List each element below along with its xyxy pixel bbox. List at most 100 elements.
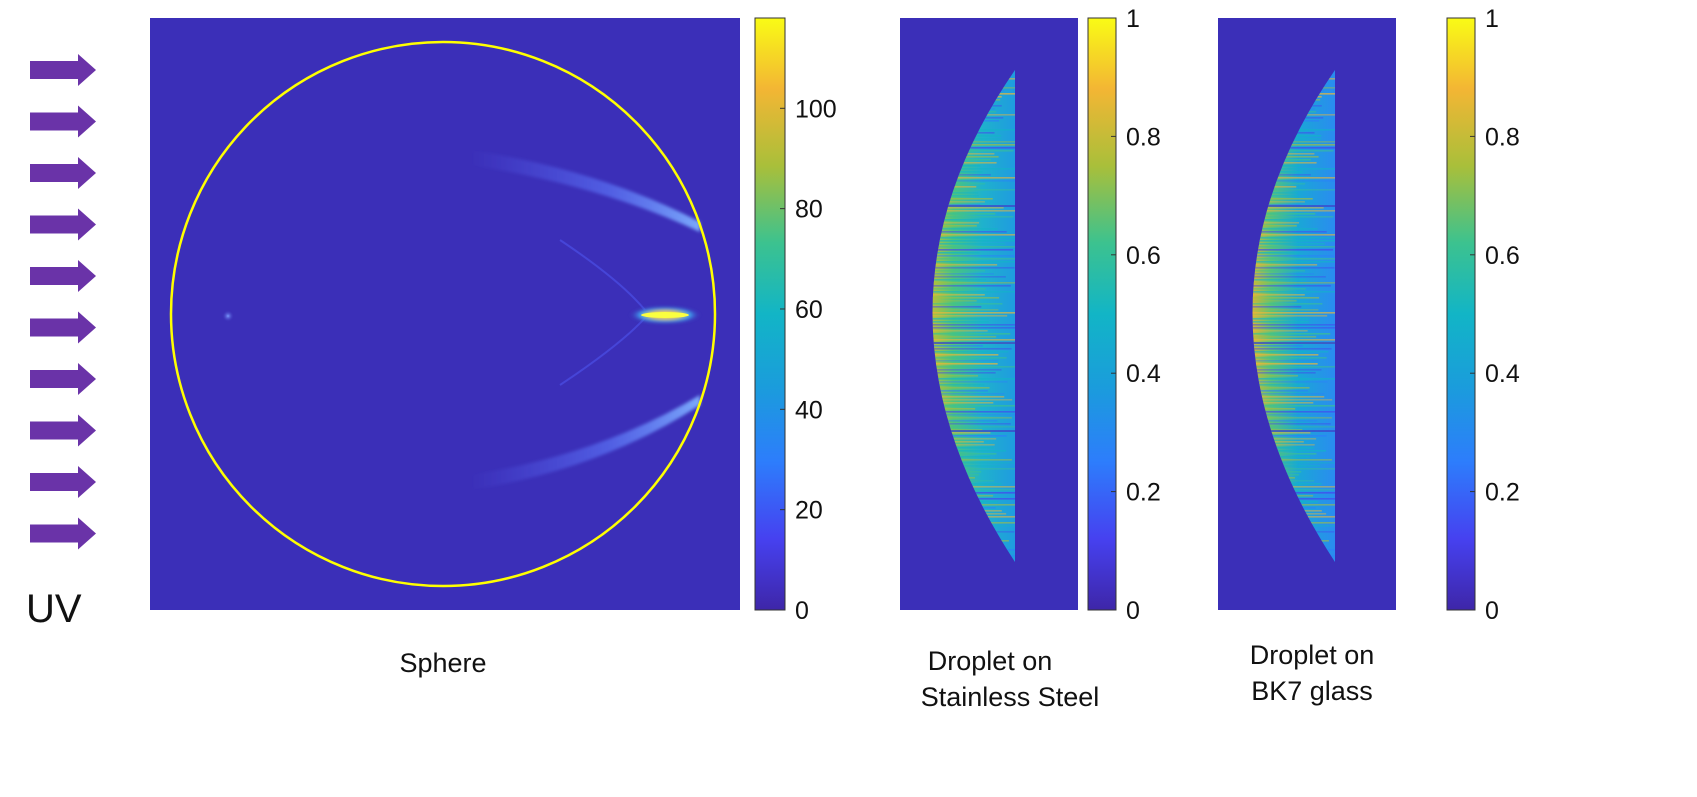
streak-line bbox=[932, 205, 1015, 207]
streak bbox=[1252, 453, 1317, 455]
streak bbox=[932, 279, 987, 281]
streak bbox=[1252, 360, 1319, 362]
inner-caustic-upper bbox=[559, 239, 646, 311]
streak bbox=[932, 450, 1006, 452]
streak bbox=[1252, 288, 1306, 290]
streak bbox=[1252, 261, 1335, 263]
streak bbox=[932, 396, 1005, 398]
streak bbox=[1252, 333, 1331, 335]
streak bbox=[1252, 321, 1309, 323]
streak bbox=[1252, 246, 1335, 248]
streak bbox=[1252, 219, 1300, 221]
streak bbox=[932, 303, 1003, 305]
incident-arrow bbox=[30, 105, 96, 138]
streak bbox=[932, 225, 977, 227]
streak bbox=[932, 381, 1008, 383]
droplet-bk7-colorbar: 0 0.2 0.4 0.6 0.8 1 bbox=[1446, 5, 1520, 625]
streak bbox=[1252, 255, 1335, 257]
streak bbox=[932, 339, 1015, 341]
incident-arrows bbox=[30, 54, 96, 550]
streak bbox=[932, 468, 1015, 470]
streak bbox=[932, 447, 994, 449]
streak bbox=[1252, 354, 1319, 356]
streak bbox=[1252, 432, 1311, 434]
droplet-steel-caption-line2: Stainless Steel bbox=[921, 682, 1100, 712]
streak bbox=[932, 273, 994, 275]
streak bbox=[932, 441, 984, 443]
droplet-steel-colorbar: 0 0.2 0.4 0.6 0.8 1 bbox=[1087, 5, 1161, 625]
caustic-lower bbox=[470, 395, 700, 490]
streak bbox=[1252, 189, 1335, 191]
streak bbox=[1252, 144, 1335, 146]
streak bbox=[932, 426, 1015, 428]
sphere-colorbar: 0 20 40 60 80 100 bbox=[754, 17, 837, 625]
incident-arrow bbox=[30, 517, 96, 550]
streak bbox=[932, 309, 999, 311]
streak bbox=[1252, 450, 1326, 452]
streak bbox=[932, 486, 1015, 488]
incident-arrow bbox=[30, 260, 96, 292]
streak bbox=[932, 150, 1014, 152]
streak bbox=[1252, 180, 1335, 182]
sphere-colorbar-ticks: 0 20 40 60 80 100 bbox=[780, 95, 837, 625]
streak bbox=[932, 219, 980, 221]
streak bbox=[932, 363, 998, 365]
streak bbox=[932, 366, 1015, 368]
colorbar-tick-label: 1 bbox=[1485, 5, 1499, 33]
incident-arrow bbox=[30, 208, 96, 241]
sphere-panel bbox=[150, 18, 740, 610]
streak bbox=[1252, 279, 1307, 281]
streak bbox=[932, 147, 1015, 149]
streak bbox=[932, 174, 991, 176]
streak bbox=[1252, 324, 1335, 326]
streak bbox=[1252, 192, 1299, 194]
streak bbox=[1252, 486, 1335, 488]
streak bbox=[1252, 207, 1324, 209]
streak bbox=[932, 336, 997, 338]
colorbar-tick-label: 0.2 bbox=[1485, 479, 1520, 507]
streak bbox=[1252, 417, 1332, 419]
streak bbox=[1252, 327, 1335, 329]
streak bbox=[932, 264, 998, 266]
streak bbox=[1252, 348, 1332, 350]
streak bbox=[932, 180, 1015, 182]
sphere-boundary bbox=[169, 40, 717, 588]
streak bbox=[1252, 378, 1335, 380]
streak bbox=[1252, 405, 1335, 407]
inner-caustic-lower bbox=[559, 317, 646, 386]
streak bbox=[1252, 213, 1316, 215]
streak bbox=[1252, 249, 1334, 251]
streak bbox=[1252, 345, 1303, 347]
incident-arrow bbox=[30, 157, 96, 189]
streak bbox=[1252, 318, 1309, 320]
streak bbox=[932, 258, 1015, 260]
streak bbox=[932, 249, 1014, 251]
streak bbox=[1252, 291, 1335, 293]
streak bbox=[1252, 459, 1332, 461]
streak bbox=[1252, 399, 1333, 401]
streak bbox=[932, 189, 1015, 191]
droplet-bk7-shape bbox=[1252, 70, 1335, 562]
streak bbox=[1252, 339, 1335, 341]
streak bbox=[1252, 435, 1327, 437]
streak bbox=[932, 369, 1002, 371]
streak bbox=[932, 405, 1015, 407]
streak bbox=[1252, 294, 1305, 296]
streak bbox=[1252, 195, 1299, 197]
streak bbox=[932, 246, 1015, 248]
streak bbox=[1252, 408, 1296, 410]
colorbar-tick-label: 0.6 bbox=[1126, 242, 1161, 270]
streak bbox=[932, 285, 1011, 287]
streak bbox=[1252, 231, 1327, 233]
streak bbox=[932, 312, 1015, 314]
streak bbox=[932, 423, 1011, 425]
sphere-caption: Sphere bbox=[399, 648, 486, 678]
streak bbox=[1252, 420, 1318, 422]
streak bbox=[932, 198, 993, 200]
streak bbox=[1252, 465, 1321, 467]
streak bbox=[1252, 447, 1314, 449]
streak bbox=[1252, 147, 1335, 149]
streak bbox=[932, 462, 1015, 464]
caustic-upper bbox=[470, 150, 700, 232]
